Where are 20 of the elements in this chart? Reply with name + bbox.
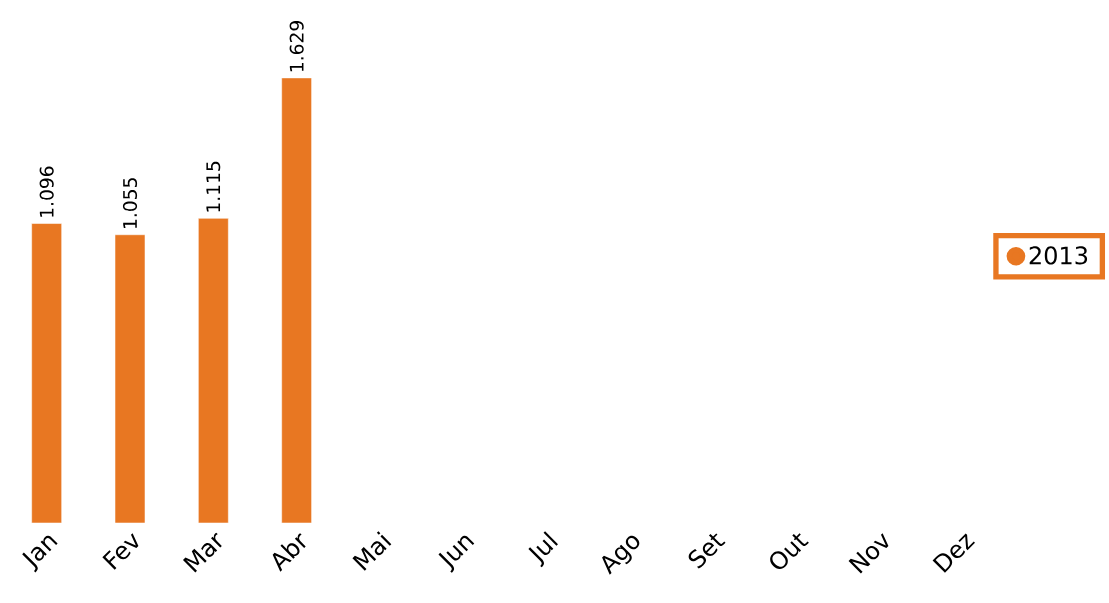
x-tick-label: Mar [182, 532, 222, 573]
x-tick-label: Set [688, 533, 726, 569]
data-label: 1.629 [289, 21, 304, 72]
data-label: 1.096 [39, 166, 54, 217]
x-tick-label: Jan [22, 535, 58, 573]
x-tick-label: Ago [602, 535, 640, 575]
legend-label: 2013 [1029, 246, 1088, 265]
x-tick-label: Out [770, 533, 809, 570]
x-tick-label: Fev [102, 533, 139, 570]
x-tick-label: Abr [272, 533, 306, 572]
data-label: 1.055 [122, 178, 138, 228]
bar [114, 234, 146, 523]
bar [281, 77, 312, 523]
x-tick-label: Dez [932, 533, 975, 573]
data-label: 1.115 [206, 161, 221, 212]
x-tick-label: Jun [438, 535, 475, 573]
bar [31, 223, 62, 523]
bar [198, 218, 229, 523]
x-tick-label: Jul [528, 531, 558, 568]
x-tick-label: Mai [352, 531, 392, 571]
